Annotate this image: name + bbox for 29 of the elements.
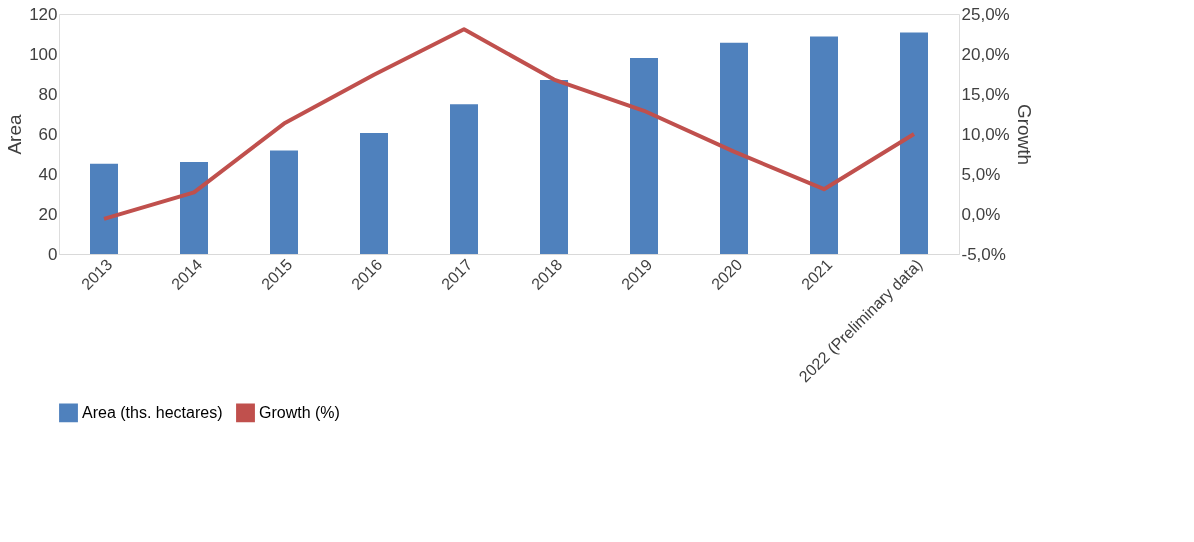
y2-tick-label: -5,0% — [961, 244, 1006, 264]
y2-axis-title: Growth — [1013, 103, 1035, 166]
y-tick-label: 20 — [38, 204, 58, 224]
y-tick-label: 80 — [38, 84, 58, 104]
line-series — [102, 27, 916, 221]
y2-tick-label: 20,0% — [961, 44, 1010, 64]
bar — [270, 150, 298, 254]
bar — [90, 163, 118, 254]
y-axis-title: Area — [4, 114, 26, 155]
y2-tick-label: 15,0% — [961, 84, 1010, 104]
y-tick-label: 60 — [38, 124, 58, 144]
y2-tick-label: 10,0% — [961, 124, 1010, 144]
bar — [180, 162, 208, 254]
y-tick-label: 100 — [29, 44, 58, 64]
bar — [450, 104, 478, 254]
bar — [540, 80, 568, 254]
bar — [810, 36, 838, 254]
bar — [630, 58, 658, 254]
bar — [720, 42, 748, 254]
legend-label: Growth (%) — [259, 403, 340, 421]
y-tick-label: 0 — [48, 244, 58, 264]
y2-tick-label: 5,0% — [961, 164, 1001, 184]
bar — [360, 133, 388, 254]
y-tick-label: 40 — [38, 164, 58, 184]
y2-tick-label: 25,0% — [961, 4, 1010, 24]
y-tick-label: 120 — [29, 4, 58, 24]
legend-label: Area (ths. hectares) — [82, 403, 223, 421]
bar — [900, 32, 928, 254]
y2-tick-label: 0,0% — [961, 204, 1001, 224]
